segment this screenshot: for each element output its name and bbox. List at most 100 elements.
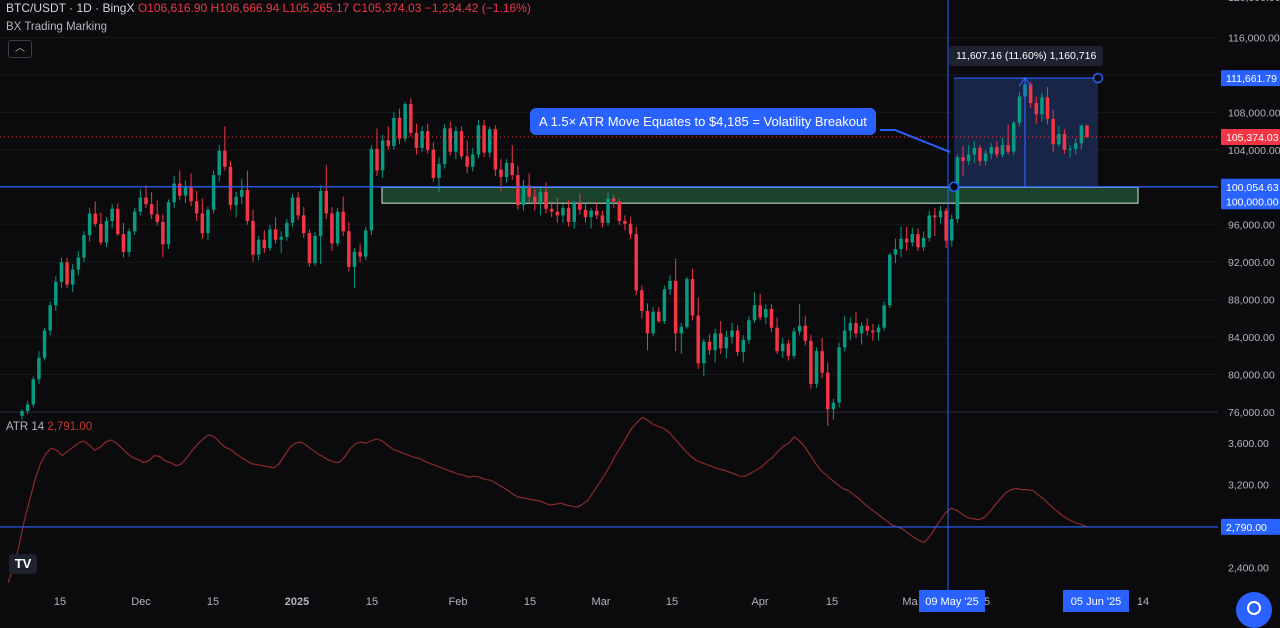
candle-body [476,125,481,155]
candle-body [966,154,971,162]
candle-body [651,311,655,334]
atr-tick: 3,600.00 [1228,438,1269,450]
candle-body [989,147,993,154]
candle-body [149,204,154,215]
candle-body [752,305,757,321]
price-tick: 76,000.00 [1228,407,1275,419]
candle-body [437,163,441,178]
candle-body [521,185,526,206]
candle-body [561,207,565,216]
candle-body [1040,97,1044,115]
time-axis[interactable]: 15 Dec 15 2025 15 Feb 15 Mar 15 Apr 15 Ma 5 14 09 May … [54,590,1149,612]
symbol-title[interactable]: BTC/USDT · 1D · BingX [6,1,135,15]
candle-body [471,154,475,167]
candle-body [842,330,847,348]
time-tick: 15 [54,596,66,608]
candle-body [848,323,853,331]
candle-body [121,234,126,252]
time-badge: 05 Jun '25 [1071,596,1121,608]
price-tick: 84,000.00 [1228,332,1275,344]
price-badge-level: 100,000.00 [1226,196,1279,208]
atr-indicator-line [7,416,1088,583]
candle-body [409,103,413,133]
candle-body [161,221,165,245]
candle-body [144,197,148,205]
candle-body [183,187,188,196]
atr-legend[interactable]: ATR 14 2,791.00 [6,421,92,433]
annotation-callout[interactable]: A 1.5× ATR Move Equates to $4,185 = Vola… [530,108,876,135]
candle-body [138,197,143,212]
search-fab-icon[interactable] [1236,592,1272,628]
candle-body [724,337,729,349]
candle-body [572,203,576,222]
candle-body [504,162,509,177]
candle-body [893,249,898,255]
time-tick: 5 [984,596,990,608]
candle-body [352,251,357,267]
candle-body [1062,133,1067,150]
candle-body [206,209,210,234]
candle-body [459,131,464,157]
candle-body [950,219,954,241]
candle-body [211,175,216,210]
indicator-name[interactable]: BX Trading Marking [6,21,107,33]
candle-body [533,196,537,204]
candle-body [826,372,830,410]
tradingview-logo-icon[interactable]: TV [9,554,37,574]
collapse-chevron-icon[interactable]: ︿ [8,40,32,58]
candle-body [899,238,903,250]
measure-handle[interactable] [948,181,960,193]
candle-body [42,330,47,358]
candle-body [87,213,92,236]
price-badge-high: 111,661.79 [1226,73,1277,85]
candle-body [764,309,768,318]
candle-body [634,234,638,291]
candle-body [685,279,689,327]
candle-body [358,251,362,257]
candle-body [110,208,114,221]
candle-body [803,325,808,341]
candle-body [31,379,36,405]
candle-body [713,333,717,351]
candle-body [375,148,379,171]
candle-body [611,198,616,202]
measure-handle[interactable] [1092,72,1104,84]
candle-body [769,309,774,328]
candle-body [623,220,627,224]
candle-body [420,131,424,148]
candle-body [116,208,120,235]
candle-body [240,190,244,197]
candle-body [944,210,948,241]
price-badge-level-bg [1221,193,1280,210]
candle-body [386,140,391,147]
price-tick: 80,000.00 [1228,370,1275,382]
candle-body [65,262,69,285]
candle-body [403,103,407,139]
candle-body [1034,103,1039,115]
candle-body [786,343,791,356]
candle-body [921,237,926,248]
candle-body [645,310,650,334]
measure-tooltip: 11,607.16 (11.60%) 1,160,716 [949,46,1104,66]
price-axis[interactable]: 116,000.00112,000.00108,000.00104,000.00… [1218,0,1280,600]
price-tick: 120,000.00 [1228,0,1280,4]
price-badge-level: 100,054.63 [1226,182,1279,194]
price-chart[interactable]: 116,000.00112,000.00108,000.00104,000.00… [0,0,1280,613]
measure-arrowhead [1018,77,1032,87]
candle-body [578,203,582,210]
candle-body [307,233,312,264]
candle-body [301,215,306,234]
candle-body [256,239,261,255]
time-badge-bg [1063,590,1129,612]
candle-body [442,128,447,164]
time-tick: 15 [826,596,838,608]
candle-body [910,234,915,243]
candle-body [465,156,469,167]
candle-body [1051,118,1055,145]
candle-body [20,411,24,416]
candle-body [814,351,819,384]
candle-body [617,201,622,221]
ohlc-values: O106,616.90 H106,666.94 L105,265.17 C105… [137,1,531,15]
candle-body [347,231,351,267]
candle-body [48,305,52,331]
